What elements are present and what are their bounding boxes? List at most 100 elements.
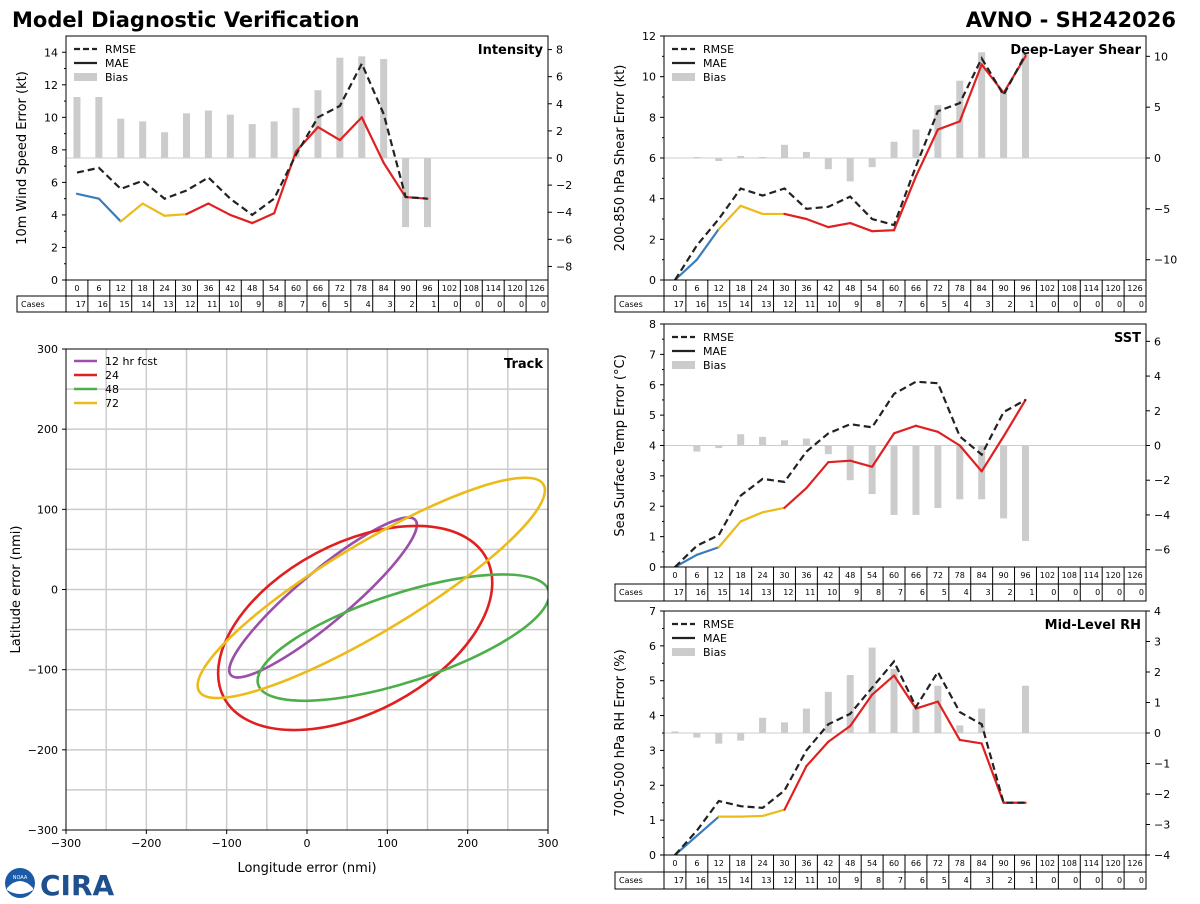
rh-mae-segment-54 <box>871 674 896 696</box>
sst-y-tick-label-0: 0 <box>649 561 656 574</box>
rh-hour-label-60: 60 <box>889 859 899 868</box>
shear-case-count-48: 9 <box>854 300 859 309</box>
rh-bias-bar-48 <box>846 675 854 733</box>
rh-case-count-30: 12 <box>783 876 793 885</box>
shear-case-count-120: 0 <box>1117 300 1122 309</box>
shear-case-count-60: 7 <box>898 300 903 309</box>
shear-mae-segment-12 <box>717 204 742 231</box>
shear-legend-bias-swatch <box>672 73 695 81</box>
intensity-bias-tick-label-−4: −4 <box>556 206 572 219</box>
track-legend-label-2: 48 <box>105 383 119 396</box>
sst-hour-label-6: 6 <box>694 571 699 580</box>
rh-y-tick-label-5: 5 <box>649 675 656 688</box>
rh-hour-label-108: 108 <box>1062 859 1077 868</box>
intensity-legend-mae-label: MAE <box>105 57 129 70</box>
track-y-axis-label: Latitude error (nmi) <box>9 526 24 654</box>
intensity-bias-tick-label-6: 6 <box>556 71 563 84</box>
sst-bias-bar-36 <box>802 438 810 446</box>
rh-bias-bar-72 <box>934 685 942 733</box>
intensity-bias-bar-66 <box>314 90 322 158</box>
intensity-bias-bar-48 <box>248 124 256 158</box>
intensity-case-count-42: 10 <box>229 300 239 309</box>
intensity-hour-label-72: 72 <box>335 284 345 293</box>
shear-mae-segment-0 <box>673 258 698 282</box>
noaa-badge-text: NOAA <box>13 875 28 881</box>
sst-hour-label-102: 102 <box>1040 571 1055 580</box>
intensity-hour-label-42: 42 <box>225 284 235 293</box>
shear-case-count-42: 10 <box>827 300 837 309</box>
rh-bias-bar-6 <box>693 733 701 738</box>
track-x-axis-label: Longitude error (nmi) <box>237 861 376 876</box>
shear-case-count-30: 12 <box>783 300 793 309</box>
rh-hour-label-30: 30 <box>779 859 789 868</box>
sst-case-count-0: 17 <box>674 588 684 597</box>
rh-mae-segment-30 <box>783 765 808 811</box>
sst-bias-tick-label-0: 0 <box>1154 440 1161 453</box>
sst-case-count-54: 8 <box>876 588 881 597</box>
sst-legend-bias-swatch <box>672 361 695 369</box>
sst-hour-label-54: 54 <box>867 571 877 580</box>
shear-bias-bar-18 <box>737 155 745 158</box>
intensity-case-count-96: 1 <box>431 300 436 309</box>
intensity-bias-bar-36 <box>204 110 212 158</box>
rh-mae-segment-18 <box>739 814 764 818</box>
sst-cases-label: Cases <box>619 588 643 597</box>
sst-bias-tick-label-−2: −2 <box>1154 474 1170 487</box>
intensity-y-tick-label-8: 8 <box>51 144 58 157</box>
intensity-bias-tick-label-0: 0 <box>556 152 563 165</box>
rh-bias-bar-18 <box>737 733 745 741</box>
sst-bias-bar-78 <box>956 445 964 500</box>
shear-case-count-12: 15 <box>718 300 728 309</box>
sst-hour-label-108: 108 <box>1062 571 1077 580</box>
intensity-case-count-84: 3 <box>388 300 393 309</box>
rh-bias-bar-24 <box>759 717 767 733</box>
track-x-tick-label-−200: −200 <box>131 837 161 850</box>
intensity-hour-label-12: 12 <box>116 284 126 293</box>
shear-hour-label-24: 24 <box>757 284 767 293</box>
shear-hour-label-102: 102 <box>1040 284 1055 293</box>
rh-bias-tick-label-0: 0 <box>1154 727 1161 740</box>
shear-bias-tick-label-10: 10 <box>1154 50 1168 63</box>
intensity-bias-bar-78 <box>358 56 366 159</box>
rh-case-count-18: 14 <box>739 876 749 885</box>
sst-hour-label-60: 60 <box>889 571 899 580</box>
shear-case-count-36: 11 <box>805 300 815 309</box>
rh-bias-bar-12 <box>715 733 723 744</box>
sst-mae-segment-24 <box>761 506 786 514</box>
intensity-mae-segment-78 <box>360 116 385 164</box>
shear-rmse-line <box>674 53 1027 281</box>
shear-bias-bar-96 <box>1022 53 1029 158</box>
rh-mae-segment-24 <box>761 808 786 818</box>
shear-bias-bar-48 <box>846 158 854 182</box>
sst-hour-label-66: 66 <box>911 571 921 580</box>
intensity-bias-tick-label-2: 2 <box>556 125 563 138</box>
shear-bias-bar-6 <box>693 156 701 158</box>
sst-mae-segment-66 <box>914 424 939 433</box>
rh-y-tick-label-0: 0 <box>649 849 656 862</box>
shear-mae-segment-66 <box>914 128 939 178</box>
sst-hour-label-12: 12 <box>714 571 724 580</box>
shear-case-count-78: 4 <box>964 300 969 309</box>
intensity-bias-bar-18 <box>139 121 147 158</box>
sst-bias-tick-label-6: 6 <box>1154 335 1161 348</box>
shear-mae-segment-78 <box>958 63 983 123</box>
shear-hour-label-0: 0 <box>672 284 677 293</box>
sst-y-axis-label: Sea Surface Temp Error (°C) <box>613 354 628 536</box>
rh-bias-bar-96 <box>1022 685 1029 733</box>
shear-case-count-6: 16 <box>696 300 706 309</box>
intensity-bias-bar-30 <box>183 113 190 158</box>
rh-bias-tick-label-4: 4 <box>1154 605 1161 618</box>
sst-bias-tick-label-−6: −6 <box>1154 544 1170 557</box>
sst-case-count-60: 7 <box>898 588 903 597</box>
shear-case-count-66: 6 <box>920 300 925 309</box>
rh-bias-tick-label-3: 3 <box>1154 636 1161 649</box>
intensity-case-count-6: 16 <box>98 300 108 309</box>
rh-bias-tick-label-−1: −1 <box>1154 758 1170 771</box>
sst-case-count-96: 1 <box>1029 588 1034 597</box>
shear-hour-label-96: 96 <box>1020 284 1030 293</box>
intensity-case-count-24: 13 <box>163 300 173 309</box>
shear-bias-bar-90 <box>1000 90 1008 158</box>
shear-hour-label-126: 126 <box>1127 284 1142 293</box>
shear-hour-label-114: 114 <box>1084 284 1099 293</box>
sst-bias-bar-6 <box>693 445 701 452</box>
